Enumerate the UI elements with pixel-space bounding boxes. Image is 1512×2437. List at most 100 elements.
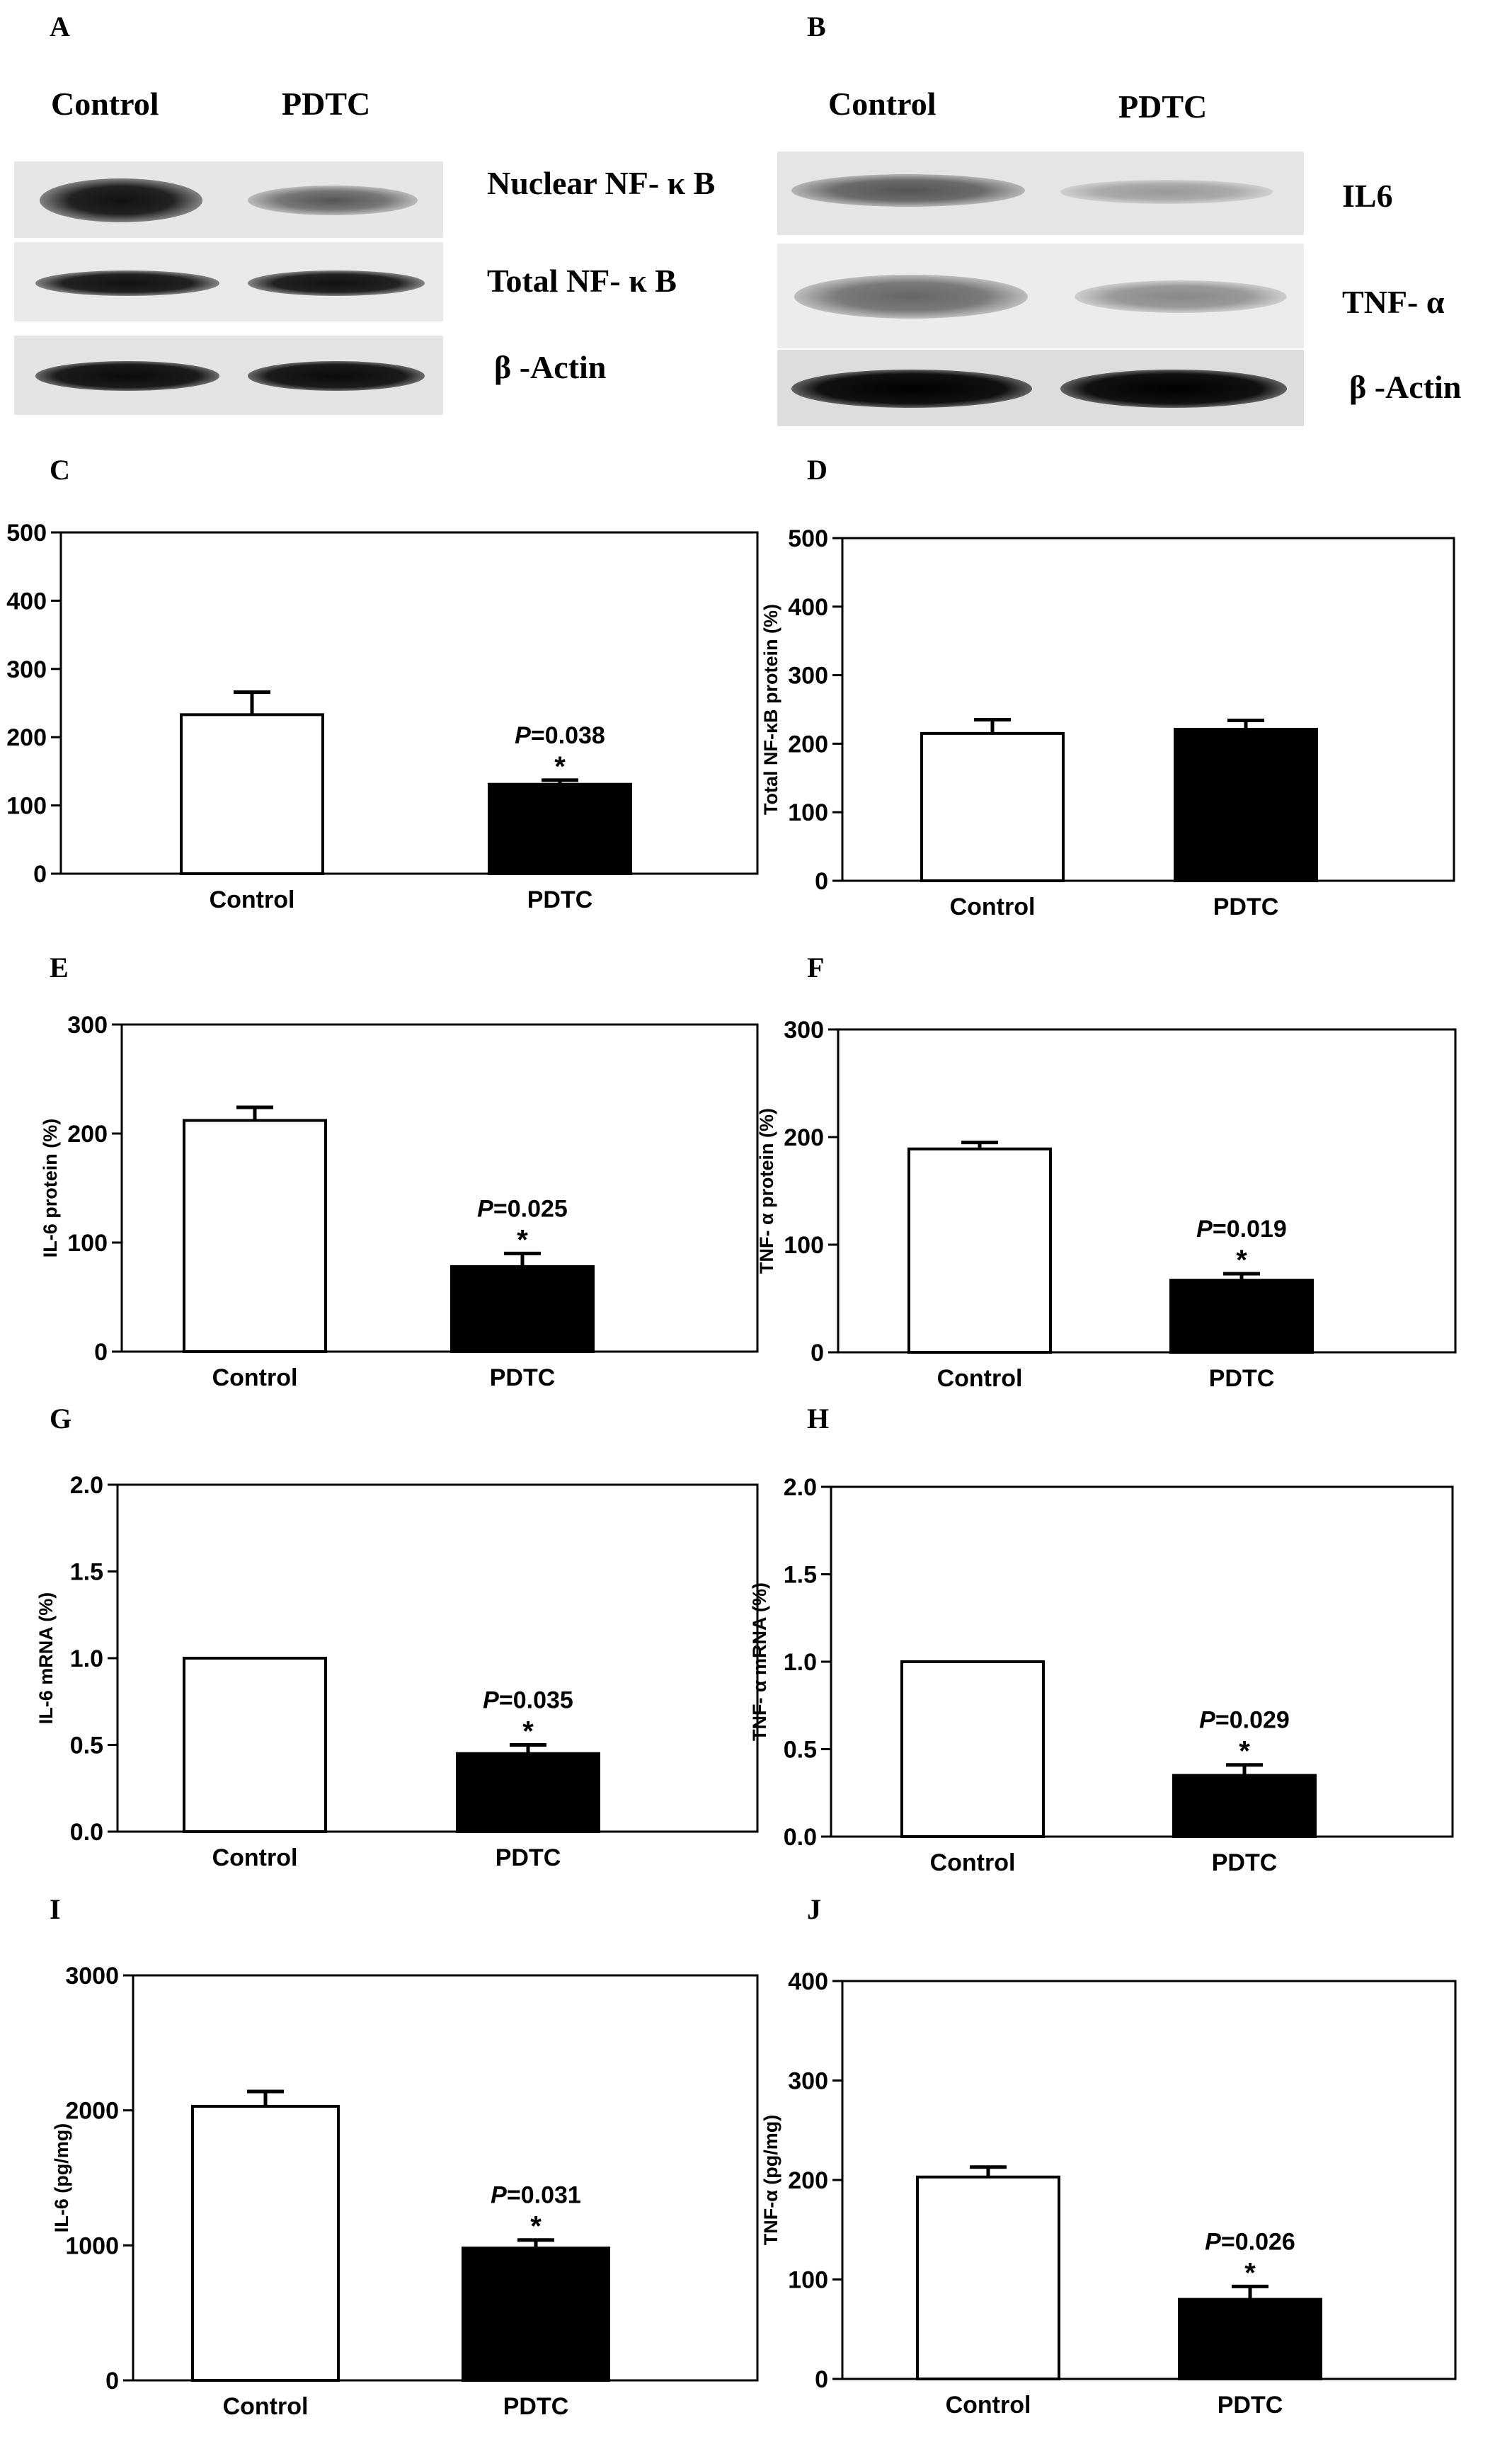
x-category-label: Control — [223, 2393, 309, 2420]
x-category-label: Control — [950, 894, 1036, 920]
y-axis-label: TNF-α (pg/mg) — [760, 2115, 781, 2246]
p-symbol: P — [491, 2182, 507, 2209]
y-tick-label: 0.5 — [784, 1737, 817, 1764]
plot-frame — [841, 537, 1455, 882]
x-category-label: PDTC — [1218, 2392, 1283, 2419]
x-category-label: PDTC — [527, 886, 593, 913]
band — [791, 370, 1032, 408]
y-tick-label: 1000 — [65, 2232, 119, 2259]
p-value-label: P=0.025 — [477, 1195, 568, 1222]
chart-g: 0.0 0.5 1.0 1.5 2.0 IL-6 mRNA (%) Control PDTC P… — [35, 1472, 759, 1871]
x-category-label: PDTC — [490, 1364, 556, 1391]
y-tick-label: 400 — [6, 588, 47, 615]
blot-b-label-tnf: TNF- α — [1342, 284, 1445, 320]
panel-letter-g: G — [50, 1403, 72, 1434]
x-category-label: Control — [210, 886, 295, 913]
y-tick-label: 0.0 — [784, 1824, 817, 1851]
band — [794, 275, 1028, 319]
chart-d: 0 100 200 300 400 500 Total NF-κB protein (%) C… — [760, 525, 1455, 920]
x-category-label: Control — [212, 1364, 298, 1391]
p-value-label: P=0.038 — [515, 722, 605, 749]
x-category-label: Control — [212, 1844, 298, 1871]
y-tick-label: 100 — [788, 2267, 828, 2294]
y-tick-label: 0 — [33, 861, 47, 888]
plot-area: 0.0 0.5 1.0 1.5 2.0 TNF- α mRNA (%) Control PDT… — [749, 1474, 1454, 1876]
y-tick-label: 100 — [784, 1232, 824, 1259]
bar-control — [900, 1660, 1045, 1838]
plot-area: 0 100 200 300 IL-6 protein (%) Control PDTC P=0… — [40, 1012, 759, 1391]
x-category-label: Control — [946, 2392, 1031, 2419]
band — [1075, 280, 1287, 313]
p-symbol: P — [483, 1687, 499, 1714]
y-axis-label: Total NF-κB protein (%) — [760, 604, 781, 815]
y-axis-label: IL-6 mRNA (%) — [35, 1592, 57, 1725]
blot-a-label-actin: β -Actin — [494, 349, 607, 385]
p-value-label: P=0.035 — [483, 1687, 573, 1714]
blot-a-strip-total — [14, 242, 443, 321]
y-tick-label: 300 — [67, 1012, 108, 1039]
blot-b-strip-actin — [777, 350, 1304, 426]
p-value: =0.025 — [493, 1195, 568, 1222]
blot-b-label-actin: β -Actin — [1349, 369, 1462, 405]
y-tick-label: 100 — [6, 793, 47, 820]
band — [791, 174, 1025, 207]
significance-star: * — [522, 1716, 534, 1747]
bar-pdtc — [1169, 1279, 1314, 1354]
x-category-label: PDTC — [496, 1844, 561, 1871]
chart-i: 0 1000 2000 3000 IL-6 (pg/mg) Control PDTC P=0.… — [51, 1963, 759, 2420]
panel-letter-i: I — [50, 1893, 61, 1925]
y-tick-label: 300 — [784, 1017, 824, 1044]
band — [1060, 370, 1287, 408]
bar-pdtc — [450, 1265, 595, 1354]
y-tick-label: 0 — [815, 868, 828, 895]
y-tick-label: 1.0 — [784, 1649, 817, 1676]
significance-star: * — [517, 1224, 528, 1255]
y-tick-label: 0 — [94, 1339, 108, 1366]
y-tick-label: 400 — [788, 594, 828, 621]
bar-pdtc — [462, 2247, 610, 2382]
panel-letter-f: F — [807, 952, 825, 983]
band — [35, 270, 219, 296]
p-value: =0.031 — [507, 2182, 581, 2209]
chart-j: 0 100 200 300 400 TNF-α (pg/mg) Control PDTC P=0… — [760, 1968, 1457, 2419]
y-tick-label: 1.5 — [70, 1559, 103, 1586]
band — [248, 361, 425, 391]
significance-star: * — [1244, 2257, 1256, 2288]
p-symbol: P — [1199, 1707, 1215, 1734]
p-symbol: P — [515, 722, 531, 749]
y-tick-label: 500 — [788, 525, 828, 552]
blot-a-strip-actin — [14, 336, 443, 415]
y-tick-label: 0.5 — [70, 1733, 103, 1759]
x-category-label: PDTC — [1213, 894, 1279, 920]
chart-e: 0 100 200 300 IL-6 protein (%) Control PDTC P=0… — [40, 1012, 759, 1391]
p-value-label: P=0.031 — [491, 2182, 581, 2209]
bar-pdtc — [488, 782, 632, 875]
plot-frame — [837, 1028, 1457, 1354]
bar-pdtc — [1172, 1774, 1317, 1838]
x-category-label: Control — [930, 1849, 1016, 1876]
bar-control — [191, 2104, 340, 2382]
plot-area: 0 100 200 300 400 TNF-α (pg/mg) Control PDTC P=0… — [760, 1968, 1457, 2419]
y-tick-label: 300 — [788, 2068, 828, 2095]
y-tick-label: 2000 — [65, 2098, 119, 2125]
bar-pdtc — [1174, 728, 1318, 882]
plot-area: 0 1000 2000 3000 IL-6 (pg/mg) Control PDTC P=0.… — [51, 1963, 759, 2420]
panel-letter-h: H — [807, 1403, 830, 1434]
x-category-label: PDTC — [1212, 1849, 1278, 1876]
plot-area: 0 100 200 300 400 500 Total NF-κB protein (%) C… — [760, 525, 1455, 920]
panel-letter-j: J — [807, 1893, 821, 1925]
blot-b-strip-il6 — [777, 152, 1304, 235]
p-value: =0.029 — [1215, 1707, 1290, 1734]
y-axis-label: TNF- α mRNA (%) — [749, 1582, 770, 1741]
y-tick-label: 200 — [788, 731, 828, 758]
plot-frame — [59, 531, 759, 875]
p-symbol: P — [477, 1195, 493, 1222]
bar-control — [180, 713, 324, 875]
y-tick-label: 1.5 — [784, 1562, 817, 1589]
chart-h: 0.0 0.5 1.0 1.5 2.0 TNF- α mRNA (%) Control PDT… — [749, 1474, 1454, 1876]
y-tick-label: 200 — [67, 1121, 108, 1148]
y-tick-label: 200 — [788, 2167, 828, 2194]
p-value-label: P=0.019 — [1196, 1216, 1287, 1243]
chart-c: 0100200300400500Nuclear NF-κB protein (%… — [6, 520, 759, 913]
y-tick-label: 1.0 — [70, 1645, 103, 1672]
